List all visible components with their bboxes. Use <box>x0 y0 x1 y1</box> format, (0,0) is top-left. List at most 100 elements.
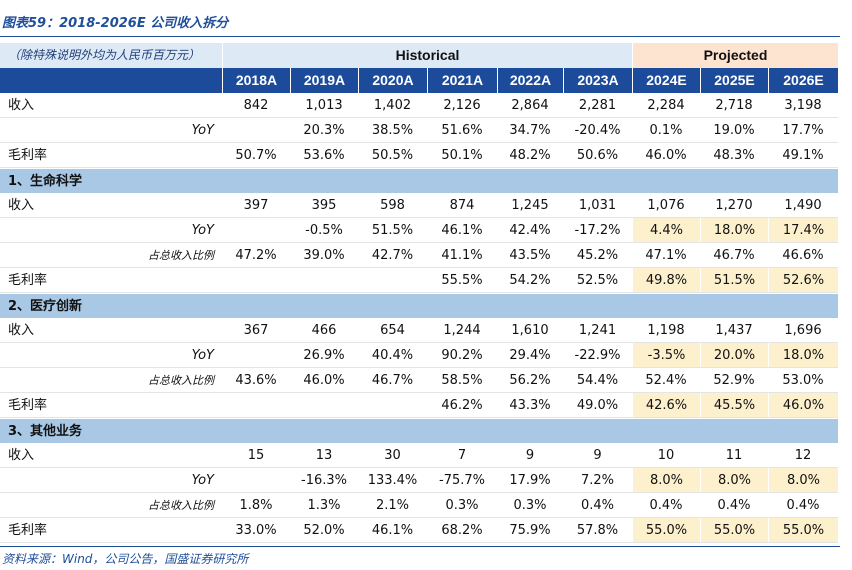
cell: 20.3% <box>303 123 345 138</box>
row-label: 占总收入比例 <box>148 374 214 387</box>
cell: 52.9% <box>713 373 755 388</box>
cell: 41.1% <box>441 248 483 263</box>
cell: 2,864 <box>511 98 549 113</box>
cell: 598 <box>380 198 405 213</box>
cell: 133.4% <box>367 473 418 488</box>
cell: 466 <box>311 323 337 338</box>
row-label: 毛利率 <box>8 523 48 538</box>
cell: 55.5% <box>441 273 483 288</box>
cell: 38.5% <box>371 123 414 138</box>
cell: 18.0% <box>768 343 838 367</box>
section-row: 3、其他业务 <box>0 418 838 443</box>
cell: 1,490 <box>784 198 822 213</box>
row-label: 毛利率 <box>8 398 48 413</box>
cell: 42.7% <box>371 248 414 263</box>
cell: 40.4% <box>371 348 414 363</box>
cell: 1,610 <box>511 323 549 338</box>
row-line <box>0 167 838 168</box>
column-header: 2023A <box>563 68 632 93</box>
cell: 53.0% <box>782 373 824 388</box>
cell: 75.9% <box>509 523 551 538</box>
cell: 8.0% <box>632 468 700 492</box>
cell: 49.0% <box>576 398 619 413</box>
group-header: Projected <box>633 43 838 68</box>
cell: 1,198 <box>647 323 685 338</box>
row-label: 占总收入比例 <box>148 499 214 512</box>
cell: 54.2% <box>509 273 551 288</box>
cell: 50.6% <box>576 148 619 163</box>
cell: 49.1% <box>782 148 824 163</box>
cell: 46.7% <box>371 373 414 388</box>
cell: 367 <box>243 323 269 338</box>
cell: 39.0% <box>303 248 345 263</box>
cell: 1,245 <box>511 198 549 213</box>
column-header: 2018A <box>222 68 290 93</box>
cell: 46.0% <box>768 393 838 417</box>
cell: 50.5% <box>371 148 414 163</box>
cell: 46.0% <box>645 148 687 163</box>
row-line <box>0 117 838 118</box>
cell: 51.5% <box>371 223 414 238</box>
row-label: 收入 <box>8 98 35 113</box>
cell: 1.3% <box>307 498 341 513</box>
cell: 30 <box>384 448 401 463</box>
cell: 90.2% <box>441 348 483 363</box>
cell: 51.5% <box>700 268 768 292</box>
cell: 58.5% <box>441 373 483 388</box>
cell: 48.3% <box>713 148 755 163</box>
source: 资料来源：Wind，公司公告，国盛证券研究所 <box>2 552 249 566</box>
cell: 47.2% <box>235 248 277 263</box>
column-header: 2026E <box>768 68 838 93</box>
cell: 18.0% <box>700 218 768 242</box>
cell: 7 <box>457 448 467 463</box>
cell: 0.1% <box>649 123 683 138</box>
cell: 43.5% <box>509 248 551 263</box>
cell: 0.4% <box>786 498 820 513</box>
cell: 45.2% <box>576 248 619 263</box>
cell: 46.7% <box>713 248 755 263</box>
cell: 46.2% <box>441 398 483 413</box>
cell: 0.4% <box>717 498 751 513</box>
column-header: 2022A <box>497 68 563 93</box>
cell: -22.9% <box>574 348 621 363</box>
row-label: 占总收入比例 <box>148 249 214 262</box>
cell: 46.1% <box>441 223 483 238</box>
cell: 0.3% <box>513 498 547 513</box>
row-label: 收入 <box>8 323 35 338</box>
cell: 2,281 <box>578 98 617 113</box>
row-label: 毛利率 <box>8 148 48 163</box>
column-header: 2020A <box>358 68 427 93</box>
row-line <box>0 267 838 268</box>
cell: 33.0% <box>235 523 277 538</box>
cell: 2,284 <box>647 98 685 113</box>
cell: 1,031 <box>578 198 617 213</box>
row-label: 毛利率 <box>8 273 48 288</box>
cell: 45.5% <box>700 393 768 417</box>
row-line <box>0 217 838 218</box>
cell: 50.1% <box>441 148 483 163</box>
cell: 1,270 <box>715 198 753 213</box>
cell: -0.5% <box>305 223 343 238</box>
cell: 654 <box>380 323 405 338</box>
cell: 34.7% <box>509 123 551 138</box>
cell: 46.0% <box>303 373 345 388</box>
cell: 13 <box>315 448 333 463</box>
cell: 395 <box>311 198 337 213</box>
cell: -20.4% <box>574 123 621 138</box>
unit-note: （除特殊说明外均为人民币百万元） <box>0 43 222 68</box>
row-line <box>0 242 838 243</box>
cell: 26.9% <box>303 348 345 363</box>
cell: 1,241 <box>578 323 617 338</box>
cell: 52.4% <box>645 373 687 388</box>
row-line <box>0 467 838 468</box>
cell: 15 <box>247 448 265 463</box>
group-header: Historical <box>223 43 632 68</box>
row-line <box>0 367 838 368</box>
row-label: 收入 <box>8 448 35 463</box>
cell: 52.0% <box>303 523 345 538</box>
column-header: 2025E <box>700 68 768 93</box>
cell: 68.2% <box>441 523 483 538</box>
cell: 56.2% <box>509 373 551 388</box>
cell: 20.0% <box>700 343 768 367</box>
